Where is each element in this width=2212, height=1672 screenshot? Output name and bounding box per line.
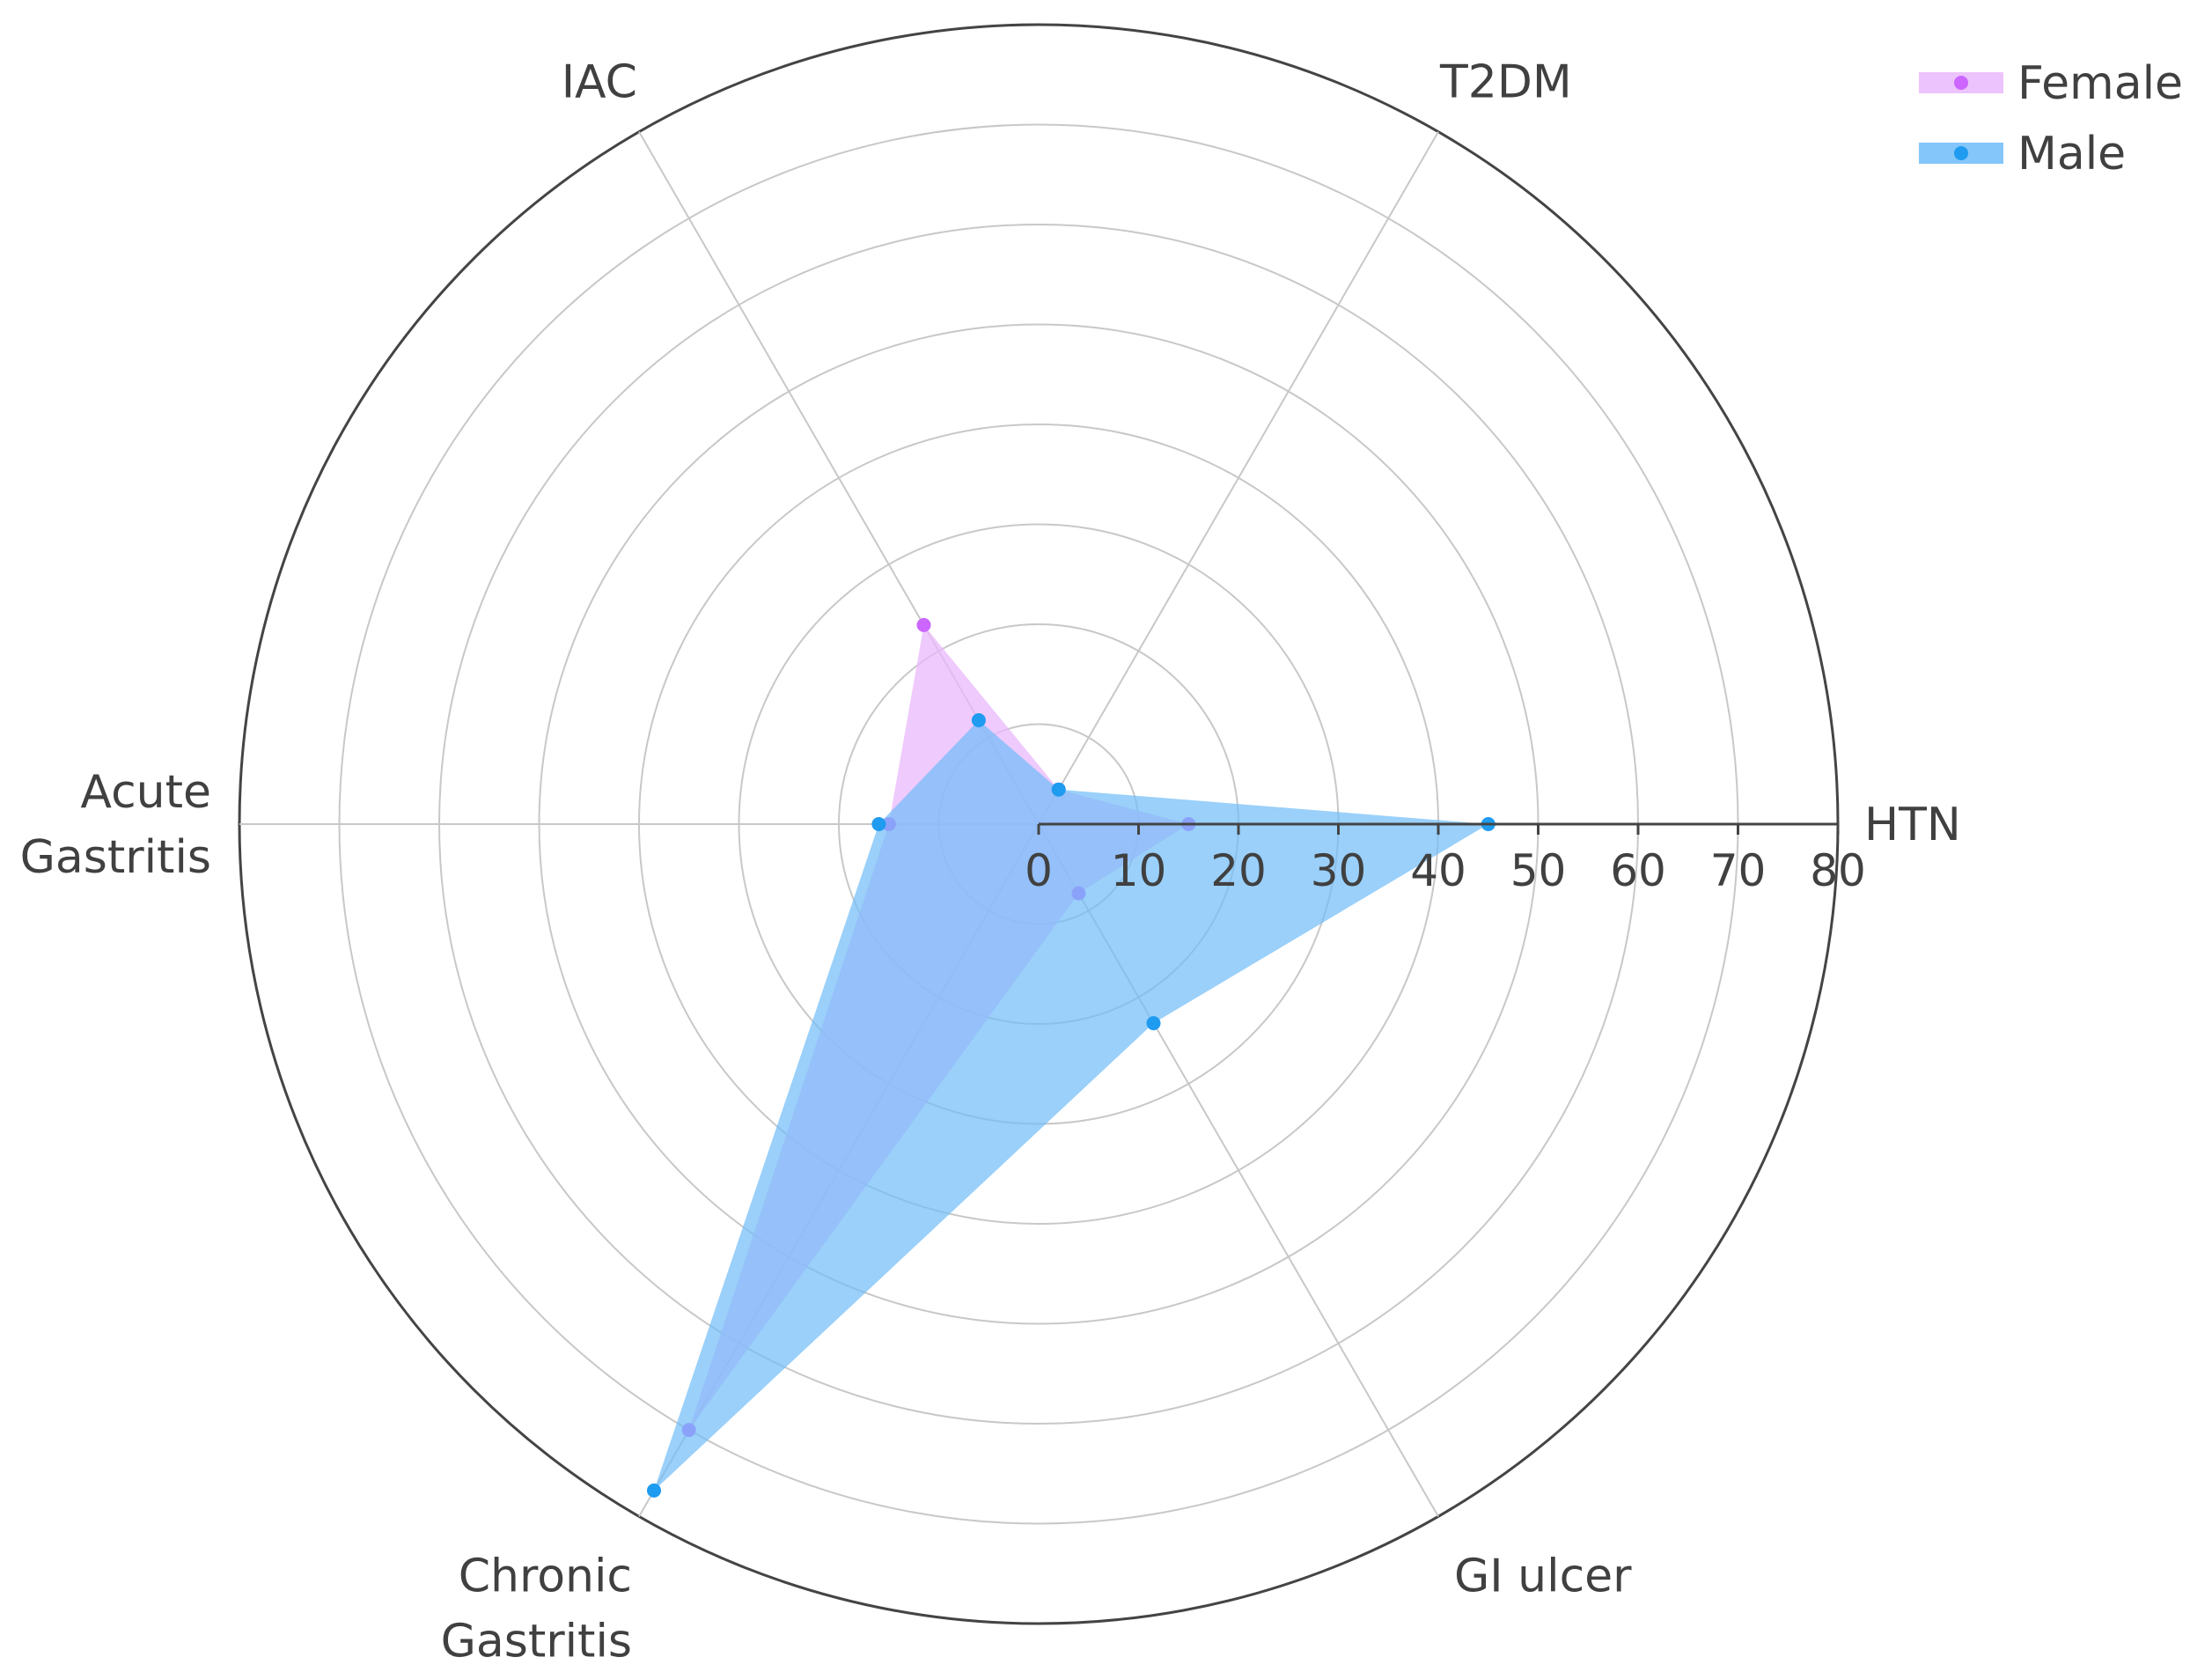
radial-tick-label: 80 — [1810, 845, 1866, 896]
data-point-male — [1146, 1016, 1161, 1031]
legend-item-male[interactable]: Male — [1919, 128, 2126, 180]
legend-label: Male — [2017, 128, 2126, 180]
category-label: Acute Gastritis — [20, 766, 211, 884]
legend-marker — [1954, 76, 1968, 90]
radial-tick-label: 50 — [1510, 845, 1567, 896]
category-label: GI ulcer — [1454, 1550, 1632, 1603]
legend: Female Male — [1919, 57, 2183, 180]
radial-tick-label: 10 — [1111, 845, 1167, 896]
category-label: HTN — [1864, 799, 1961, 851]
radial-tick-label: 0 — [1025, 845, 1053, 896]
category-labels: HTN T2DM IAC Acute Gastritis Chronic Gastritis… — [20, 55, 1961, 1668]
category-label: IAC — [562, 55, 637, 108]
data-point-male — [1051, 782, 1066, 797]
radial-tick-label: 40 — [1410, 845, 1466, 896]
data-point-female — [916, 617, 931, 632]
radial-tick-label: 70 — [1710, 845, 1767, 896]
data-point-male — [871, 817, 886, 831]
radial-axis: 0 10 20 30 40 50 60 70 80 — [1025, 822, 1866, 896]
series-male — [647, 713, 1495, 1498]
radial-tick-label: 20 — [1210, 845, 1267, 896]
data-point-male — [647, 1483, 661, 1498]
legend-item-female[interactable]: Female — [1919, 57, 2183, 110]
legend-marker — [1954, 146, 1968, 160]
legend-label: Female — [2017, 57, 2183, 110]
category-label: Chronic Gastritis — [441, 1550, 632, 1668]
series-area-male — [654, 720, 1488, 1491]
radial-tick-label: 60 — [1610, 845, 1666, 896]
radar-series — [647, 617, 1495, 1498]
category-label: T2DM — [1439, 55, 1572, 108]
spoke-line — [1038, 131, 1439, 825]
data-point-male — [971, 713, 986, 727]
radial-tick-label: 30 — [1311, 845, 1367, 896]
